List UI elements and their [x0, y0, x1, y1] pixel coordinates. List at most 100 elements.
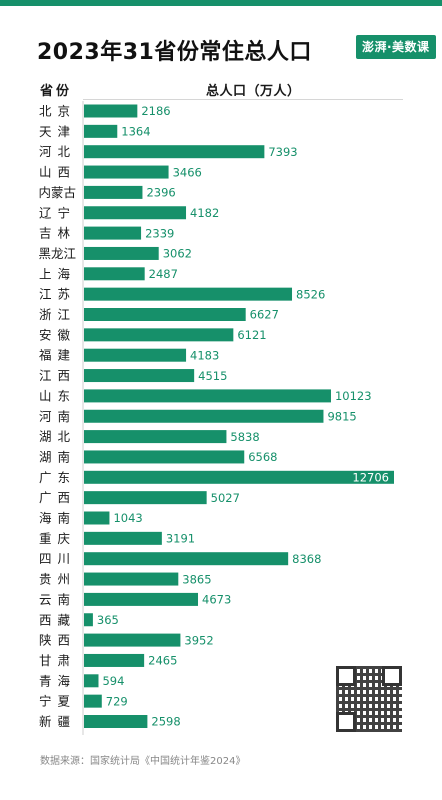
value-label: 3191 — [166, 532, 195, 546]
bar — [84, 267, 145, 281]
qr-code — [336, 666, 402, 732]
category-label: 广西 — [39, 490, 76, 505]
bar — [84, 287, 293, 301]
bar — [84, 592, 199, 606]
chart-title: 2023年31省份常住总人口 — [37, 40, 312, 65]
top-accent-bar — [0, 0, 442, 6]
value-label: 3865 — [182, 572, 211, 586]
bar — [84, 674, 99, 688]
value-label: 4183 — [190, 348, 219, 362]
category-label: 贵州 — [39, 572, 76, 587]
value-label: 2396 — [146, 186, 175, 200]
category-label: 河南 — [39, 409, 76, 424]
value-label: 8368 — [292, 552, 321, 566]
source-note: 数据来源：国家统计局《中国统计年鉴2024》 — [40, 756, 246, 767]
category-label: 甘肃 — [39, 653, 76, 668]
bar — [84, 430, 227, 444]
category-label: 重庆 — [39, 531, 76, 546]
value-label: 6627 — [250, 308, 279, 322]
category-label: 黑龙江 — [38, 246, 76, 261]
value-label: 5027 — [211, 491, 240, 505]
bar — [84, 653, 145, 667]
value-label: 2465 — [148, 654, 177, 668]
header-separator — [83, 99, 403, 100]
category-label: 安徽 — [39, 327, 76, 342]
value-label: 2339 — [145, 226, 174, 240]
bar — [84, 308, 246, 321]
bar — [84, 511, 110, 525]
value-label: 729 — [106, 694, 128, 708]
value-label: 6568 — [248, 450, 277, 464]
category-label: 内蒙古 — [38, 185, 76, 200]
bar — [84, 206, 187, 220]
bar — [84, 369, 195, 383]
bar — [84, 246, 159, 260]
category-label: 四川 — [39, 551, 76, 566]
value-label: 2186 — [141, 104, 170, 118]
bar — [84, 145, 265, 159]
bar — [84, 409, 324, 423]
category-label: 山东 — [39, 388, 76, 403]
category-label: 上海 — [39, 266, 76, 281]
category-label: 浙江 — [39, 307, 76, 322]
value-label: 594 — [102, 674, 124, 688]
bar — [84, 450, 245, 464]
category-label: 山西 — [39, 165, 76, 180]
value-label: 6121 — [237, 328, 266, 342]
bar — [84, 328, 234, 342]
value-label: 2598 — [151, 715, 180, 729]
bar — [84, 389, 331, 403]
value-label: 12706 — [352, 471, 389, 485]
value-label: 1364 — [121, 125, 150, 139]
category-label: 北京 — [39, 104, 76, 119]
category-label: 河北 — [39, 144, 76, 159]
region-column-header: 省份 — [40, 84, 73, 99]
value-label: 8526 — [296, 287, 325, 301]
value-label: 2487 — [149, 267, 178, 281]
population-column-header: 总人口（万人） — [206, 84, 301, 99]
value-label: 7393 — [268, 145, 297, 159]
category-label: 江西 — [39, 368, 76, 383]
category-label: 江苏 — [39, 287, 76, 302]
category-label: 西藏 — [39, 612, 76, 627]
value-label: 3952 — [184, 633, 213, 647]
bar — [84, 531, 162, 545]
category-label: 新疆 — [39, 714, 76, 729]
category-label: 天津 — [39, 124, 76, 139]
bar — [84, 185, 143, 199]
bar — [84, 552, 289, 566]
bar — [84, 165, 169, 179]
bar — [84, 226, 142, 240]
bar — [84, 124, 118, 138]
publisher-logo: 澎湃·美数课 — [356, 35, 436, 59]
value-label: 4673 — [202, 593, 231, 607]
bar — [84, 491, 207, 505]
value-label: 365 — [97, 613, 119, 627]
value-label: 3062 — [163, 247, 192, 261]
bar — [84, 715, 148, 728]
category-label: 海南 — [39, 511, 76, 526]
value-label: 10123 — [335, 389, 372, 403]
bar — [84, 104, 138, 118]
value-label: 9815 — [327, 409, 356, 423]
category-label: 陕西 — [39, 633, 76, 648]
category-label: 青海 — [39, 673, 76, 688]
category-label: 福建 — [39, 348, 76, 363]
value-label: 5838 — [230, 430, 259, 444]
category-label: 广东 — [39, 470, 76, 485]
bar — [84, 348, 187, 362]
bar — [84, 633, 181, 647]
category-label: 吉林 — [39, 226, 76, 241]
category-label: 辽宁 — [39, 205, 76, 220]
value-label: 4515 — [198, 369, 227, 383]
value-label: 4182 — [190, 206, 219, 220]
bar — [84, 694, 102, 708]
category-label: 云南 — [39, 592, 76, 607]
value-label: 3466 — [173, 165, 202, 179]
category-label: 湖北 — [39, 429, 76, 444]
bar — [84, 572, 179, 586]
bar — [84, 470, 394, 484]
bar — [84, 613, 93, 627]
value-label: 1043 — [113, 511, 142, 525]
